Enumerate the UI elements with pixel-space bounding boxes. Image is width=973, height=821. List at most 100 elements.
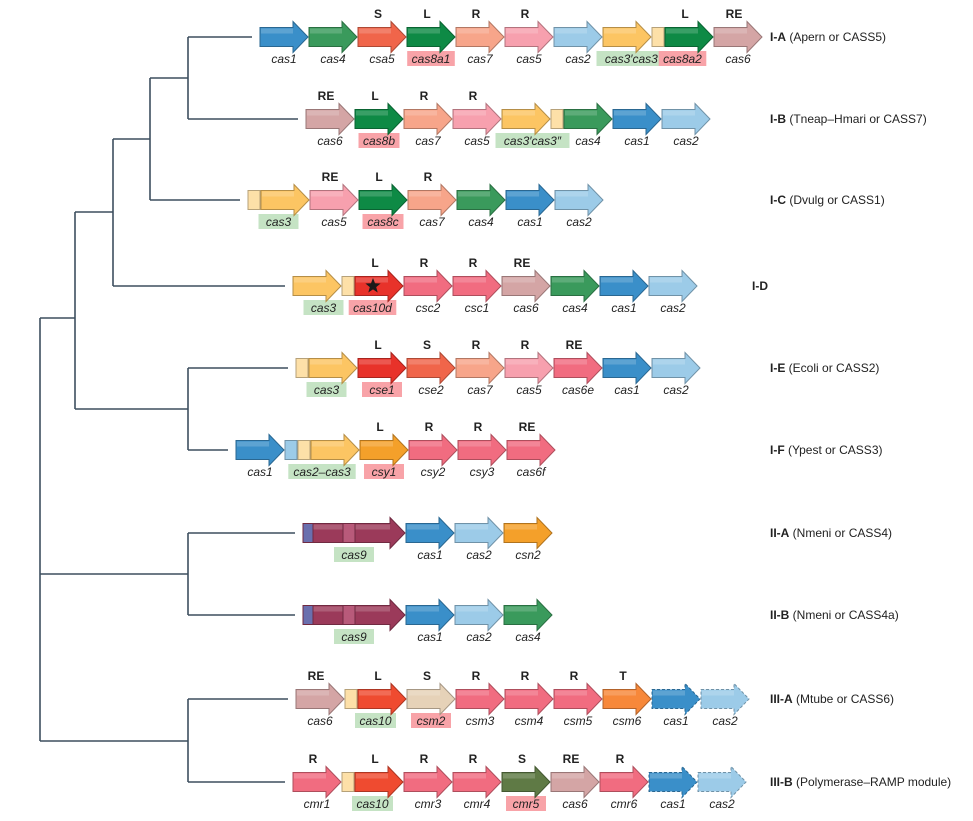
gene-role-label: L [681,7,688,21]
gene-label: csm5 [564,714,593,728]
gene-arrow-csc2 [403,269,453,303]
gene-arrow-cas4 [308,20,358,54]
gene-highlight [334,629,374,644]
gene-shine [663,110,695,116]
gene-label: csm2 [417,714,446,728]
gene-arrow-cas6 [305,102,355,136]
gene-shine [408,28,440,34]
gene-arrow-cas2 [454,516,504,550]
gene-label: csm4 [515,714,544,728]
gene-role-label: R [469,752,478,766]
gene-shine [237,441,269,447]
gene-shine [457,28,489,34]
gene-label: cas6 [317,134,343,148]
gene-role-label: R [424,170,433,184]
gene-shine [506,28,538,34]
gene-label: cas8a1 [412,52,451,66]
gene-role-label: R [309,752,318,766]
gene-label: cas6 [307,714,333,728]
gene-highlight [358,133,400,148]
gene-arrow-cas6 [295,682,345,716]
gene-shine [507,191,539,197]
gene-arrow-cas3′cas3″ [602,20,652,54]
gene-shine [604,359,636,365]
gene-shine [508,441,540,447]
gene-label: cas5 [464,134,490,148]
gene-arrow-cas2 [454,598,504,632]
gene-label: cas6 [513,301,539,315]
gene-shine [310,359,342,365]
gene-fragment [651,27,665,47]
gene-arrow-csy3 [457,433,507,467]
gene-shine [506,359,538,365]
gene-arrow-cas4 [456,183,506,217]
gene-arrow-cas1 [599,269,649,303]
gene-role-label: R [469,89,478,103]
gene-highlight [364,464,404,479]
gene-role-label: RE [322,170,339,184]
gene-arrow-csy2 [408,433,458,467]
gene-arrow-cas10 [354,765,404,799]
gene-arrow-cas5 [309,183,359,217]
gene-role-label: S [374,7,382,21]
gene-arrow-csm6 [602,682,652,716]
gene-label: csy3 [470,465,495,479]
gene-highlight [506,796,546,811]
gene-arrow-cas1 [612,102,662,136]
cas9-domain [302,523,314,543]
gene-arrow-csm4 [504,682,554,716]
gene-shine [359,690,391,696]
gene-shine [310,28,342,34]
gene-label: cas1 [614,383,639,397]
operon-type-label: I-E (Ecoli or CASS2) [770,361,879,375]
gene-role-label: T [619,669,627,683]
gene-role-label: R [472,7,481,21]
type-description: (Apern or CASS5) [786,30,886,44]
gene-role-label: R [570,669,579,683]
gene-shine [356,773,388,779]
gene-label: cas4 [562,301,588,315]
gene-shine [565,110,597,116]
gene-role-label: R [420,752,429,766]
gene-arrow-cmr1 [292,765,342,799]
gene-label: cmr5 [513,797,540,811]
gene-role-label: L [376,420,383,434]
gene-arrow-cas2 [697,765,747,799]
gene-shine [454,773,486,779]
gene-label: cas4 [575,134,601,148]
gene-label: cas2 [466,548,492,562]
type-description: (Nmeni or CASS4a) [789,608,898,622]
gene-shine [503,773,535,779]
gene-shine [307,110,339,116]
type-name: I-F [770,443,785,457]
gene-role-label: RE [514,256,531,270]
gene-shine [311,191,343,197]
gene-label: cas7 [419,215,446,229]
gene-shine [505,606,537,612]
gene-highlight [407,51,455,66]
gene-arrow-cas4 [563,102,613,136]
gene-shine [456,524,488,530]
gene-arrow-csm5 [553,682,603,716]
gene-shine [650,773,682,779]
type-description: (Dvulg or CASS1) [786,193,885,207]
gene-label: cas6 [562,797,588,811]
type-name: II-A [770,526,790,540]
gene-shine [555,359,587,365]
gene-arrow-cas6 [550,765,600,799]
gene-highlight [596,51,671,66]
gene-shine [261,28,293,34]
gene-role-label: R [521,338,530,352]
gene-label: cas7 [415,134,442,148]
gene-arrow-cas7 [455,20,505,54]
gene-fragment [284,440,298,460]
type-description: (Nmeni or CASS4) [789,526,892,540]
gene-label: cas1 [417,548,442,562]
gene-label: cse2 [418,383,444,397]
gene-label: cas3′cas3″ [605,52,663,66]
cas9-domain [302,605,314,625]
gene-label: cas1 [271,52,296,66]
type-name: III-B [770,775,793,789]
gene-shine [457,690,489,696]
